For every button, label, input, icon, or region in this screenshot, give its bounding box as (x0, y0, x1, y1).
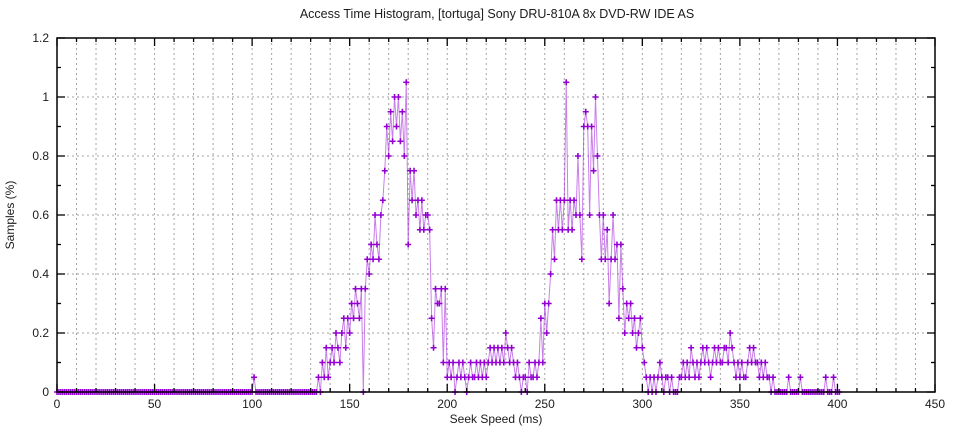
data-series (54, 79, 843, 395)
x-tick-label: 350 (730, 397, 750, 411)
grid-lines (57, 38, 935, 392)
x-tick-label: 50 (148, 397, 162, 411)
chart-title: Access Time Histogram, [tortuga] Sony DR… (300, 7, 694, 21)
axis-ticks (56, 37, 936, 393)
y-tick-label: 1 (42, 90, 49, 104)
y-tick-label: 0.8 (32, 149, 49, 163)
x-tick-label: 200 (437, 397, 457, 411)
y-tick-label: 0 (42, 385, 49, 399)
x-tick-label: 300 (632, 397, 652, 411)
y-tick-label: 0.2 (32, 326, 49, 340)
tick-labels: 0 50 100 150 200 250 300 350 400 450 0 0.2 0.4 0.6 0.8… (32, 31, 945, 411)
y-tick-label: 1.2 (32, 31, 49, 45)
y-tick-label: 0.4 (32, 267, 49, 281)
x-tick-label: 150 (340, 397, 360, 411)
plus-markers (54, 79, 843, 395)
x-tick-label: 400 (827, 397, 847, 411)
x-tick-label: 450 (925, 397, 945, 411)
x-axis-label: Seek Speed (ms) (450, 412, 543, 426)
x-tick-label: 250 (535, 397, 555, 411)
y-tick-label: 0.6 (32, 208, 49, 222)
x-tick-label: 0 (54, 397, 61, 411)
y-axis-label: Samples (%) (3, 181, 17, 250)
x-tick-label: 100 (242, 397, 262, 411)
